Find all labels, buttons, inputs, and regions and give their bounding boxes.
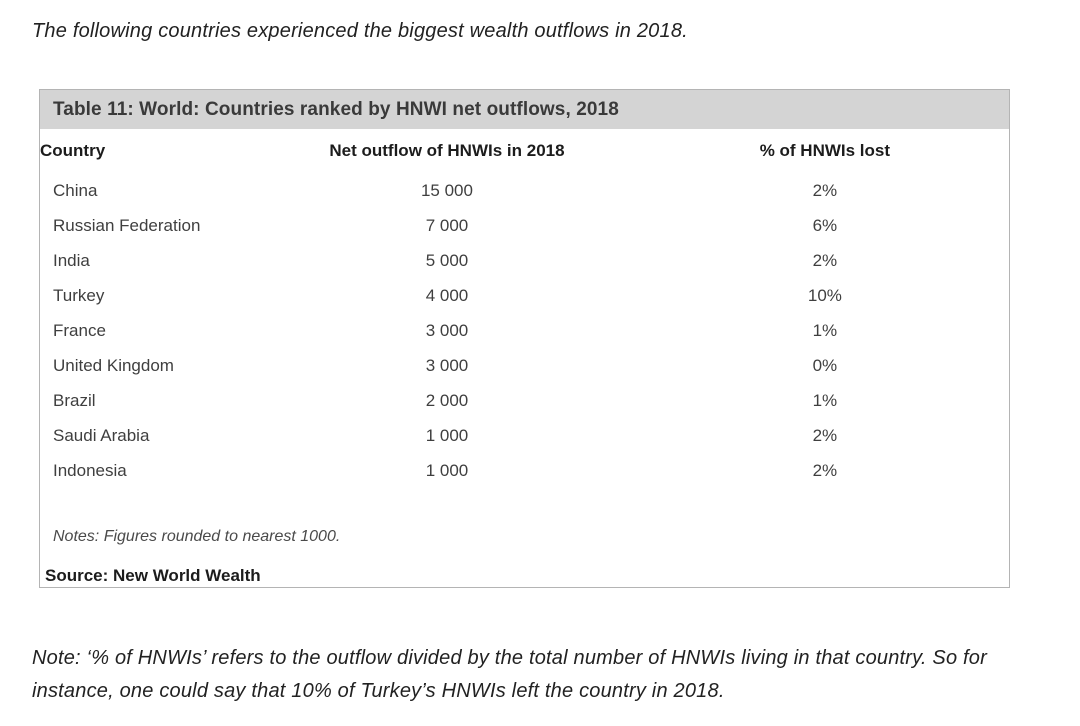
table-row: United Kingdom 3 000 0% bbox=[40, 348, 1009, 383]
table-row: Indonesia 1 000 2% bbox=[40, 453, 1009, 488]
table-row: Turkey 4 000 10% bbox=[40, 278, 1009, 313]
table-row: China 15 000 2% bbox=[40, 173, 1009, 208]
cell-country: Russian Federation bbox=[53, 215, 201, 235]
table-title: Table 11: World: Countries ranked by HNW… bbox=[40, 90, 1009, 129]
cell-pct: 1% bbox=[812, 320, 838, 340]
cell-country: France bbox=[53, 320, 106, 340]
cell-pct: 0% bbox=[812, 355, 838, 375]
cell-outflow: 2 000 bbox=[425, 390, 469, 410]
cell-outflow: 3 000 bbox=[425, 320, 469, 340]
column-header-net-outflow: Net outflow of HNWIs in 2018 bbox=[329, 141, 565, 160]
cell-pct: 2% bbox=[812, 460, 838, 480]
cell-pct: 2% bbox=[812, 180, 838, 200]
cell-outflow: 5 000 bbox=[425, 250, 469, 270]
cell-outflow: 7 000 bbox=[425, 215, 469, 235]
cell-pct: 1% bbox=[812, 390, 838, 410]
table-row: Russian Federation 7 000 6% bbox=[40, 208, 1009, 243]
cell-pct: 10% bbox=[807, 285, 842, 305]
table-row: India 5 000 2% bbox=[40, 243, 1009, 278]
cell-country: Indonesia bbox=[53, 460, 127, 480]
cell-country: United Kingdom bbox=[53, 355, 174, 375]
table-notes: Notes: Figures rounded to nearest 1000. bbox=[53, 528, 341, 545]
intro-text: The following countries experienced the … bbox=[32, 20, 688, 42]
cell-country: India bbox=[53, 250, 90, 270]
cell-pct: 6% bbox=[812, 215, 838, 235]
cell-country: China bbox=[53, 180, 98, 200]
cell-outflow: 4 000 bbox=[425, 285, 469, 305]
data-table: Country Net outflow of HNWIs in 2018 % o… bbox=[40, 129, 1009, 488]
cell-country: Saudi Arabia bbox=[53, 425, 150, 445]
cell-pct: 2% bbox=[812, 425, 838, 445]
table-header: Country Net outflow of HNWIs in 2018 % o… bbox=[40, 129, 1009, 173]
hnwi-outflows-table: Table 11: World: Countries ranked by HNW… bbox=[39, 89, 1010, 588]
table-source: Source: New World Wealth bbox=[45, 566, 261, 585]
header-row: Country Net outflow of HNWIs in 2018 % o… bbox=[40, 129, 1009, 173]
column-header-pct-lost: % of HNWIs lost bbox=[759, 141, 891, 160]
footnote: Note: ‘% of HNWIs’ refers to the outflow… bbox=[32, 642, 987, 708]
cell-outflow: 1 000 bbox=[425, 460, 469, 480]
cell-pct: 2% bbox=[812, 250, 838, 270]
table-row: France 3 000 1% bbox=[40, 313, 1009, 348]
table-row: Saudi Arabia 1 000 2% bbox=[40, 418, 1009, 453]
footnote-line-1: Note: ‘% of HNWIs’ refers to the outflow… bbox=[32, 647, 987, 669]
cell-outflow: 3 000 bbox=[425, 355, 469, 375]
cell-outflow: 1 000 bbox=[425, 425, 469, 445]
cell-outflow: 15 000 bbox=[420, 180, 473, 200]
footnote-line-2: instance, one could say that 10% of Turk… bbox=[32, 680, 725, 702]
table-row: Brazil 2 000 1% bbox=[40, 383, 1009, 418]
cell-country: Turkey bbox=[53, 285, 105, 305]
table-body: China 15 000 2% Russian Federation 7 000 6% In… bbox=[40, 173, 1009, 488]
cell-country: Brazil bbox=[53, 390, 96, 410]
column-header-country: Country bbox=[40, 141, 106, 160]
